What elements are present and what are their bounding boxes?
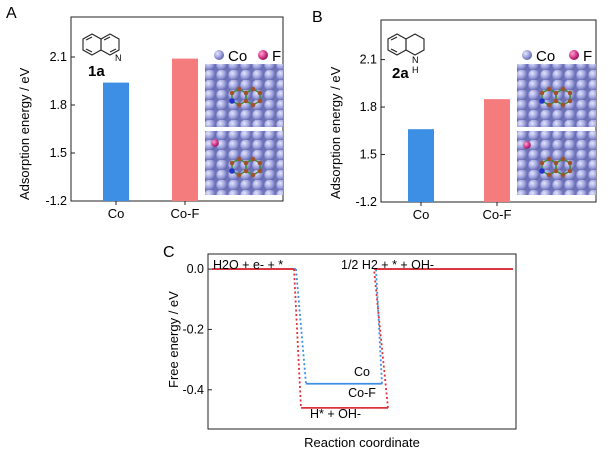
connector-up-co xyxy=(375,269,383,384)
panel-a: A -1.2 1.5 1.8 2.1 Co Co-F Adsorption energ… xyxy=(6,5,284,221)
bars-a xyxy=(103,58,198,205)
panel-c: C 0.0 -0.2 -0.4 Free energy / eV Reaction … xyxy=(163,244,517,450)
molecule-label-2a: 2a xyxy=(392,65,409,82)
state-label-middle: H* + OH- xyxy=(310,407,361,421)
bar-a-co xyxy=(103,82,129,201)
y-tick-label-b-3: 2.1 xyxy=(360,53,377,67)
y-tick-label-b-0: -1.2 xyxy=(355,195,377,209)
legend-f-marker-a xyxy=(258,50,268,60)
state-label-right: 1/2 H2 + * + OH- xyxy=(341,258,434,272)
y-tick-label-a-3: 2.1 xyxy=(50,50,67,64)
panel-label-b: B xyxy=(312,9,323,26)
legend-f-marker-b xyxy=(569,50,579,60)
y-tick-label-a-1: 1.5 xyxy=(50,146,67,160)
bar-b-cof xyxy=(484,99,510,202)
plot-frame-c xyxy=(207,253,517,430)
connector-down-co xyxy=(295,269,307,384)
y-tick-label-b-1: 1.5 xyxy=(360,148,377,162)
legend-f-label-a: F xyxy=(272,48,281,65)
legend-co-label-b: Co xyxy=(536,48,555,65)
molecule-atom-n-b: N xyxy=(412,55,419,65)
quinoline-molecule-icon xyxy=(82,33,120,56)
tetrahydroquinoline-molecule-icon xyxy=(387,33,425,56)
energy-profile-lines xyxy=(212,268,513,409)
y-tick-label-a-0: -1.2 xyxy=(45,194,67,208)
co-surface-adsorption-image-a xyxy=(205,64,283,127)
molecule-atom-h-b: H xyxy=(412,65,419,75)
y-tick-label-c-2: -0.4 xyxy=(182,383,204,397)
bar-b-co xyxy=(408,129,434,202)
y-tick-label-c-0: 0.0 xyxy=(187,262,204,276)
x-tick-label-b-cof: Co-F xyxy=(483,207,512,222)
y-axis-label-b: Adsorption energy / eV xyxy=(328,66,343,199)
y-ticks-c: 0.0 -0.2 -0.4 xyxy=(182,262,212,397)
legend-f-label-b: F xyxy=(583,48,592,65)
state-label-left: H2O + e- + * xyxy=(213,258,283,272)
panel-label-a: A xyxy=(6,5,17,22)
y-axis-label-c: Free energy / eV xyxy=(166,291,181,388)
y-axis-label-a: Adsorption energy / eV xyxy=(17,67,32,200)
molecule-atom-n-a: N xyxy=(115,53,122,63)
y-tick-label-c-1: -0.2 xyxy=(182,322,204,336)
x-tick-label-b-co: Co xyxy=(413,207,430,222)
panel-label-c: C xyxy=(163,244,175,261)
legend-co-label-a: Co xyxy=(228,48,247,65)
series-label-co: Co xyxy=(354,365,370,379)
connector-up-cof xyxy=(373,268,389,408)
y-ticks-b: -1.2 1.5 1.8 2.1 xyxy=(355,53,385,209)
y-tick-label-a-2: 1.8 xyxy=(50,98,67,112)
molecule-label-1a: 1a xyxy=(88,63,105,80)
y-ticks-a: -1.2 1.5 1.8 2.1 xyxy=(45,50,75,208)
co-surface-adsorption-image-b xyxy=(517,64,596,127)
y-tick-label-b-2: 1.8 xyxy=(360,100,377,114)
connector-down-cof xyxy=(293,269,302,408)
series-label-cof: Co-F xyxy=(348,386,376,400)
bars-b xyxy=(408,99,510,206)
legend-co-marker-b xyxy=(522,50,532,60)
cof-surface-adsorption-image-b xyxy=(517,131,596,195)
bar-a-cof xyxy=(172,58,198,201)
panel-b: B -1.2 1.5 1.8 2.1 Co Co-F Adsorption energ… xyxy=(312,9,597,222)
x-tick-label-a-cof: Co-F xyxy=(171,206,200,221)
x-axis-label-c: Reaction coordinate xyxy=(304,435,420,450)
cof-surface-adsorption-image-a xyxy=(205,131,283,195)
x-tick-label-a-co: Co xyxy=(108,206,125,221)
legend-co-marker-a xyxy=(214,50,224,60)
